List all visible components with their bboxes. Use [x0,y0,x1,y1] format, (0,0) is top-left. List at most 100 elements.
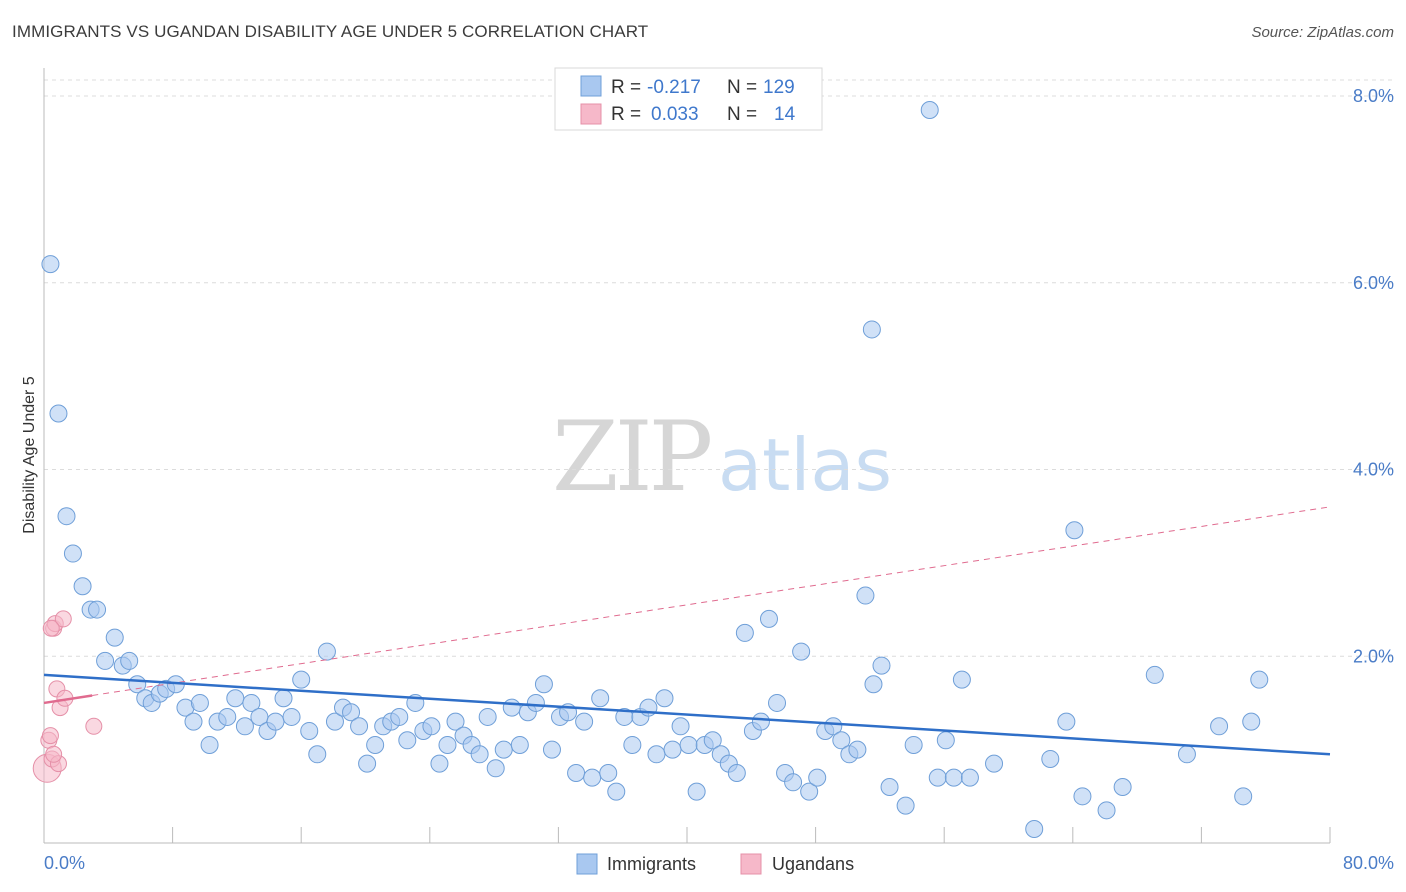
ugandans-trend-dashed [92,506,1331,696]
immigrants-point [1177,745,1196,764]
y-tick-label: 6.0% [1353,273,1394,293]
immigrants-point [567,763,586,782]
immigrants-point [478,707,497,726]
legend-n-label-ugandans: N = [727,104,757,125]
ugandans-point [45,745,63,763]
x-tick-label-max: 80.0% [1343,853,1394,873]
legend-swatch-ugandans [580,103,602,125]
immigrants-point [325,712,344,731]
legend-n-value-ugandans: 14 [774,104,796,125]
immigrants-point [1242,712,1261,731]
ugandans-point [42,619,60,637]
immigrants-point [960,768,979,787]
trend-lines [43,506,1331,756]
immigrants-point [235,717,254,736]
immigrants-points [41,101,1269,838]
immigrants-point [944,768,963,787]
immigrants-point [703,731,722,750]
immigrants-point [800,782,819,801]
immigrants-point [832,731,851,750]
immigrants-point [398,731,417,750]
immigrants-point [759,609,778,628]
ugandans-point [85,717,103,735]
immigrants-point [727,763,746,782]
immigrants-point [96,651,115,670]
immigrants-point [896,796,915,815]
immigrants-point [88,600,107,619]
immigrants-point [218,707,237,726]
immigrants-point [542,740,561,759]
immigrants-point [342,703,361,722]
immigrants-point [1097,801,1116,820]
immigrants-point [1025,819,1044,838]
immigrants-point [920,101,939,120]
immigrants-point [671,717,690,736]
bottom-legend-label-immigrants: Immigrants [607,854,696,874]
immigrants-point [470,745,489,764]
ugandans-points [32,610,103,783]
immigrants-point [623,735,642,754]
grid [44,79,1394,657]
immigrants-point [985,754,1004,773]
immigrants-point [856,586,875,605]
immigrants-point [751,712,770,731]
correlation-legend: R = -0.217 N = 129 R = 0.033 N = 14 [554,67,823,131]
immigrants-point [49,404,68,423]
immigrants-point [880,777,899,796]
immigrants-point [242,693,261,712]
immigrants-point [936,731,955,750]
immigrants-point [663,740,682,759]
immigrants-point [591,689,610,708]
immigrants-point [200,735,219,754]
legend-swatch-immigrants [580,75,602,97]
immigrants-point [350,717,369,736]
immigrants-point [599,763,618,782]
y-tick-label: 2.0% [1353,646,1394,666]
immigrants-point [872,656,891,675]
immigrants-point [904,735,923,754]
immigrants-point [1145,665,1164,684]
immigrants-point [607,782,626,801]
immigrants-point [735,623,754,642]
source-label: Source: ZipAtlas.com [1251,24,1394,41]
immigrants-point [494,740,513,759]
immigrants-point [784,773,803,792]
immigrants-point [366,735,385,754]
bottom-legend-label-ugandans: Ugandans [772,854,854,874]
legend-r-label-immigrants: R = [611,77,641,98]
immigrants-point [687,782,706,801]
immigrants-point [808,768,827,787]
watermark-zip: ZIP [552,401,711,513]
legend-n-value-immigrants: 129 [763,77,795,98]
immigrants-point [1250,670,1269,689]
immigrants-point [1234,787,1253,806]
immigrants-point [824,717,843,736]
immigrants-point [274,689,293,708]
ugandans-point [54,610,72,628]
bottom-legend-swatch-immigrants [576,853,598,875]
immigrants-point [848,740,867,759]
immigrants-point [430,754,449,773]
immigrants-point [864,675,883,694]
immigrants-point [526,693,545,712]
immigrants-point [438,735,457,754]
immigrants-point [1210,717,1229,736]
immigrants-point [1041,749,1060,768]
immigrants-point [308,745,327,764]
immigrants-point [862,320,881,339]
immigrants-point [390,707,409,726]
immigrants-point [73,577,92,596]
immigrants-point [63,544,82,563]
immigrants-point [534,675,553,694]
immigrants-point [292,670,311,689]
legend-n-label-immigrants: N = [727,77,757,98]
immigrants-point [190,693,209,712]
immigrants-point [583,768,602,787]
immigrants-point [510,735,529,754]
immigrants-point [184,712,203,731]
x-ticks [172,827,1331,843]
immigrants-point [647,745,666,764]
legend-r-label-ugandans: R = [611,104,641,125]
immigrants-point [655,689,674,708]
